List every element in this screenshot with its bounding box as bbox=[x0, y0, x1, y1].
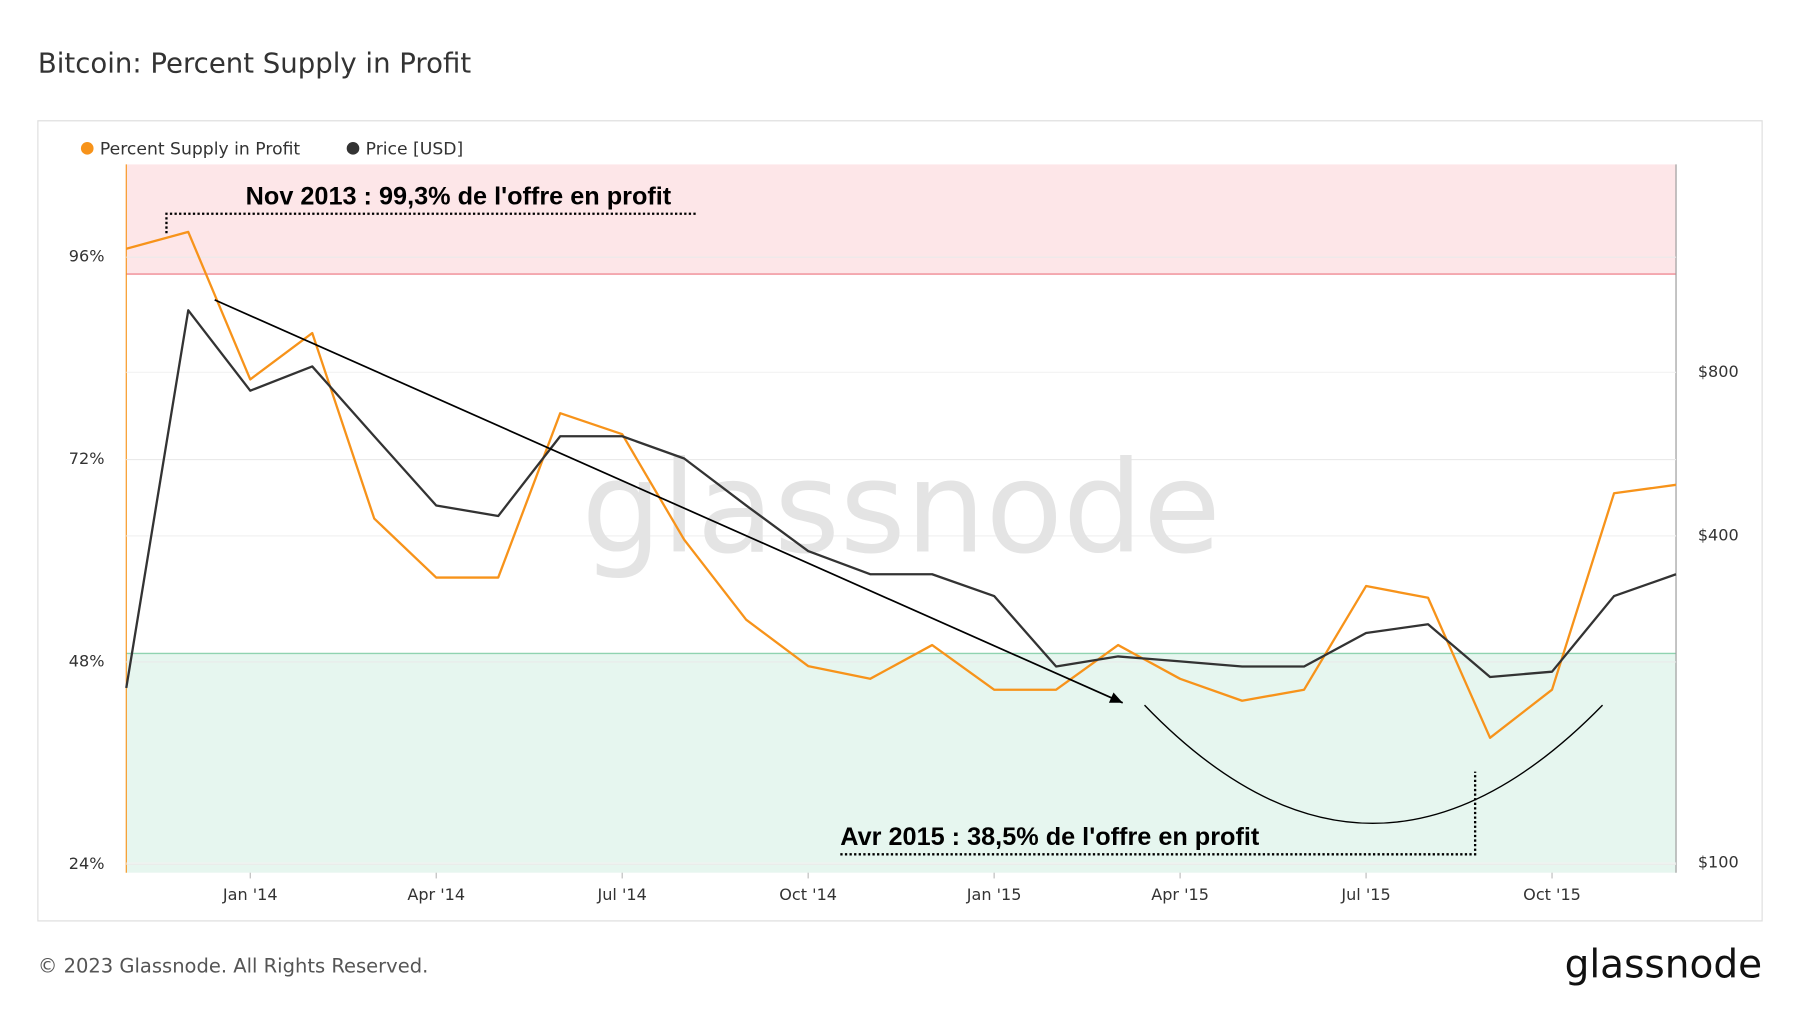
legend-label: Price [USD] bbox=[366, 139, 464, 159]
y-tick-label: 96% bbox=[69, 247, 105, 266]
logo: glassnode bbox=[1565, 942, 1763, 987]
watermark: glassnode bbox=[581, 434, 1220, 581]
y-tick-label: 72% bbox=[69, 449, 105, 468]
annotation-leader bbox=[165, 212, 696, 234]
series-line bbox=[125, 230, 1677, 739]
chart-title: Bitcoin: Percent Supply in Profit bbox=[38, 48, 471, 80]
legend-marker bbox=[80, 142, 94, 155]
legend-marker bbox=[346, 142, 360, 155]
legend-label: Percent Supply in Profit bbox=[100, 139, 301, 159]
plot bbox=[125, 230, 1677, 739]
trend-arrow bbox=[214, 299, 1124, 704]
annotation: Avr 2015 : 38,5% de l'offre en profit bbox=[840, 823, 1260, 851]
x-tick-label: Jan '15 bbox=[966, 885, 1022, 904]
bands bbox=[126, 164, 1677, 873]
arc bbox=[1144, 704, 1604, 824]
annotation-leader bbox=[840, 771, 1477, 856]
y-tick-label: 48% bbox=[69, 651, 105, 670]
grid: 24% 48% 72% 96% $100 $400 $800 Jan '14 Apr '14 Ju… bbox=[69, 164, 1739, 904]
y2-tick-label: $400 bbox=[1698, 525, 1739, 544]
band bbox=[126, 164, 1677, 275]
y2-tick-label: $100 bbox=[1698, 853, 1739, 872]
x-tick-label: Apr '15 bbox=[1151, 885, 1209, 904]
annotation: Nov 2013 : 99,3% de l'offre en profit bbox=[246, 182, 672, 210]
series-line bbox=[125, 309, 1677, 689]
y-tick-label: 24% bbox=[69, 854, 105, 873]
legend: Percent Supply in Profit Price [USD] bbox=[80, 139, 464, 159]
x-tick-label: Jul '15 bbox=[1340, 885, 1390, 904]
footer: © 2023 Glassnode. All Rights Reserved. bbox=[38, 954, 428, 977]
y2-tick-label: $800 bbox=[1698, 362, 1739, 381]
x-tick-label: Oct '15 bbox=[1523, 885, 1581, 904]
x-tick-label: Oct '14 bbox=[779, 885, 837, 904]
band bbox=[126, 653, 1677, 873]
chart-frame bbox=[37, 120, 1763, 922]
x-tick-label: Apr '14 bbox=[407, 885, 465, 904]
x-tick-label: Jan '14 bbox=[222, 885, 278, 904]
x-tick-label: Jul '14 bbox=[597, 885, 647, 904]
